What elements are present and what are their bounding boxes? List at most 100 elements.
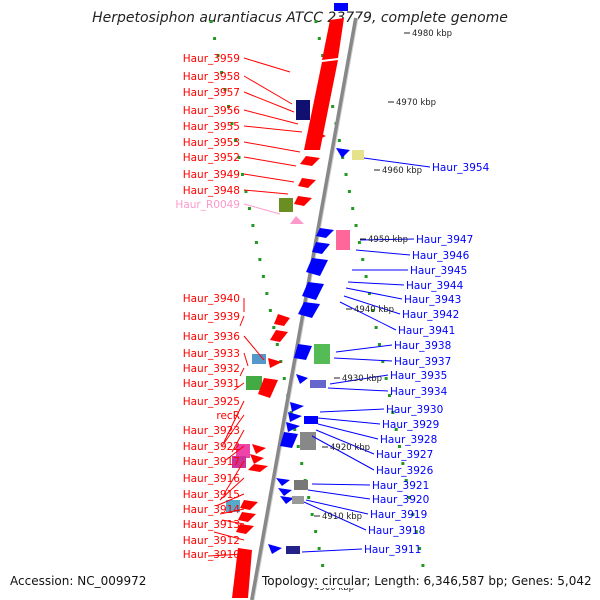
leader-line [219, 477, 245, 501]
leader-line [347, 281, 405, 286]
gene-arrow [336, 148, 350, 158]
gene-arrow [288, 412, 302, 422]
gene-label-left: Haur_3956 [183, 105, 241, 117]
gene-label-left: Haur_3917 [183, 456, 240, 468]
gene-arrow [278, 488, 292, 496]
leader-line [317, 423, 379, 440]
gene-arrow [312, 130, 326, 142]
gene-label-right: Haur_3930 [386, 404, 443, 416]
inner-ring-dot [321, 564, 325, 567]
gene-arrow [232, 548, 252, 598]
inner-ring-dot [265, 292, 269, 295]
outer-ring-dot [317, 37, 321, 40]
gene-labels: Haur_3959 Haur_3958 Haur_3957 Haur_3956 Haur… [175, 53, 489, 561]
gene-label-left: Haur_3912 [183, 535, 240, 547]
gene-arrow [258, 378, 278, 398]
gene-label-right: Haur_3919 [370, 509, 427, 521]
gene-arrow [334, 3, 348, 11]
leader-line [327, 387, 389, 392]
gene-label-right: Haur_3927 [376, 449, 433, 461]
gene-label-left: Haur_3932 [183, 363, 240, 375]
gene-label-left: Haur_3953 [183, 137, 240, 149]
inner-ring-dot [240, 173, 244, 176]
gene-label-left: Haur_3949 [183, 169, 240, 181]
inner-ring-dot [300, 462, 304, 465]
inner-ring-dot [254, 241, 258, 244]
leader-line [243, 125, 303, 133]
gene-arrow [248, 464, 268, 472]
inner-ring-dot [233, 139, 237, 142]
outer-ring-dot [321, 54, 325, 57]
gene-arrow [316, 228, 334, 238]
accession-text: Accession: NC_009972 [10, 574, 147, 588]
kbp-scale-labels: 4980 kbp 4970 kbp 4960 kbp 4950 kbp 4940 kbp… [306, 29, 452, 593]
outer-ring-dot [341, 156, 345, 159]
gene-label-right: Haur_3934 [390, 386, 448, 398]
kbp-label: 4930 kbp [342, 374, 382, 384]
gene-arrow [306, 258, 328, 276]
gene-label-left: recR [216, 410, 240, 422]
leader-line [221, 519, 245, 525]
inner-ring-dot [289, 411, 293, 414]
gene-label-right: Haur_3921 [372, 480, 429, 492]
gene-arrow [286, 422, 300, 432]
kbp-label: 4920 kbp [330, 443, 370, 453]
kbp-label: 4980 kbp [412, 29, 452, 39]
gene-arrow [314, 344, 330, 364]
outer-ring-dot [367, 292, 371, 295]
outer-ring-dot [408, 496, 412, 499]
leader-line [339, 301, 397, 331]
leader-line [243, 91, 295, 113]
kbp-label: 4910 kbp [322, 512, 362, 522]
outer-ring-dot [384, 377, 388, 380]
outer-ring-dot [337, 139, 341, 142]
dotted-guide-rings [209, 20, 428, 584]
gene-label-right: Haur_3938 [394, 340, 451, 352]
leader-line [243, 141, 301, 153]
kbp-label: 4940 kbp [354, 305, 394, 315]
gene-label-right: Haur_3926 [376, 465, 434, 477]
genome-stats-text: Topology: circular; Length: 6,346,587 bp… [262, 574, 592, 588]
leader-line [233, 382, 245, 391]
leader-line [319, 408, 385, 413]
gene-arrow [296, 100, 310, 120]
inner-ring-dot [213, 37, 217, 40]
gene-arrow [236, 524, 254, 534]
leader-line [239, 315, 245, 327]
gene-arrow [304, 416, 318, 424]
gene-label-right: Haur_3928 [380, 434, 437, 446]
inner-ring-dot [261, 275, 265, 278]
leader-line [329, 374, 389, 385]
gene-features [226, 3, 364, 598]
gene-arrow [312, 242, 330, 254]
kbp-label: 4900 kbp [314, 583, 354, 593]
gene-arrow [292, 496, 304, 504]
gene-arrow [280, 432, 298, 448]
outer-ring-dot [381, 360, 385, 363]
gene-arrow [294, 480, 308, 490]
inner-ring-dot [279, 360, 283, 363]
gene-arrow [352, 150, 364, 160]
gene-arrow [300, 156, 320, 166]
gene-label-right: Haur_3943 [404, 294, 461, 306]
gene-label-left: Haur_3914 [183, 504, 241, 516]
kbp-label: 4970 kbp [396, 98, 436, 108]
inner-ring-dot [317, 547, 321, 550]
gene-arrow [252, 354, 266, 364]
leader-line [231, 429, 245, 453]
outer-ring-dot [377, 343, 381, 346]
outer-ring-dot [398, 445, 402, 448]
inner-ring-dot [230, 122, 234, 125]
gene-label-left: Haur_3925 [183, 396, 240, 408]
gene-arrow [232, 456, 246, 468]
gene-arrow [250, 454, 264, 464]
gene-label-right: Haur_3945 [410, 265, 467, 277]
inner-ring-dot [272, 326, 276, 329]
inner-ring-dot [237, 156, 241, 159]
inner-ring-dot [275, 343, 279, 346]
inner-ring-dot [307, 496, 311, 499]
gene-label-right: Haur_3942 [402, 309, 459, 321]
outer-ring-dot [391, 411, 395, 414]
leader-line [243, 335, 265, 361]
gene-arrow [268, 544, 282, 554]
